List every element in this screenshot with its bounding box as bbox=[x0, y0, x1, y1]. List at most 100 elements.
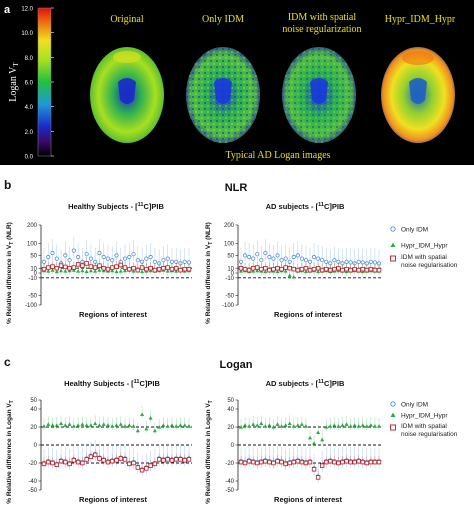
point-spatial bbox=[118, 262, 123, 268]
point-spatial bbox=[324, 459, 329, 465]
colorbar-tick-label: 10.0 bbox=[21, 31, 33, 37]
point-spatial bbox=[279, 266, 284, 272]
point-hypr bbox=[144, 426, 149, 431]
panel-a: a 12.010.08.06.04.02.00.0 Logan VT Origi bbox=[0, 0, 474, 165]
point-hypr bbox=[275, 269, 280, 274]
panel-b-ylabel-right: % Relative difference in VT (NLR) bbox=[205, 222, 214, 324]
point-hypr bbox=[267, 423, 272, 427]
point-hypr bbox=[165, 424, 170, 428]
title-spatial-line1: IDM with spatial bbox=[288, 12, 357, 23]
point-spatial bbox=[105, 459, 111, 465]
point-only-idm bbox=[84, 252, 89, 257]
point-only-idm bbox=[287, 259, 292, 264]
point-spatial bbox=[242, 460, 248, 466]
point-hypr bbox=[174, 424, 179, 428]
point-only-idm bbox=[165, 256, 170, 261]
point-hypr bbox=[340, 423, 345, 427]
point-hypr bbox=[275, 422, 280, 426]
point-spatial bbox=[344, 458, 349, 464]
y-tick-label: -50 bbox=[225, 294, 234, 300]
legend-item-only-idm: Only IDM bbox=[390, 401, 428, 409]
point-spatial bbox=[364, 460, 370, 466]
point-spatial bbox=[368, 266, 374, 272]
point-spatial bbox=[311, 467, 317, 472]
point-only-idm bbox=[71, 248, 76, 253]
point-spatial bbox=[148, 265, 153, 271]
point-hypr bbox=[84, 423, 89, 427]
point-only-idm bbox=[122, 256, 128, 261]
point-hypr bbox=[67, 268, 72, 273]
point-only-idm bbox=[291, 254, 296, 260]
point-spatial bbox=[259, 266, 264, 272]
point-spatial bbox=[186, 457, 192, 462]
point-spatial bbox=[105, 266, 111, 272]
point-spatial bbox=[97, 456, 102, 461]
point-hypr bbox=[140, 269, 145, 274]
point-spatial bbox=[152, 267, 158, 273]
colorbar-ticks: 12.0 10.0 8.0 6.0 4.0 2.0 0.0 bbox=[21, 7, 54, 161]
point-hypr bbox=[157, 425, 162, 429]
panel-b-xlabel-right: Regions of interest bbox=[274, 310, 342, 319]
y-tick-label: 0 bbox=[231, 271, 235, 277]
point-spatial bbox=[161, 265, 166, 271]
point-hypr bbox=[63, 269, 68, 273]
point-only-idm bbox=[283, 256, 288, 261]
point-only-idm bbox=[139, 259, 145, 264]
point-hypr bbox=[251, 269, 256, 273]
y-tick-label: -10 bbox=[28, 276, 37, 282]
point-spatial bbox=[246, 458, 252, 464]
point-spatial bbox=[75, 459, 81, 465]
point-hypr bbox=[308, 435, 312, 440]
point-spatial bbox=[267, 459, 272, 465]
colorbar-title: Logan VT bbox=[8, 62, 20, 102]
point-only-idm bbox=[328, 261, 333, 266]
point-hypr bbox=[131, 269, 136, 273]
point-hypr bbox=[336, 424, 341, 428]
y-tick-label: 0 bbox=[34, 443, 38, 449]
point-spatial bbox=[271, 266, 276, 272]
point-only-idm bbox=[110, 258, 115, 263]
point-hypr bbox=[97, 268, 102, 272]
point-spatial bbox=[348, 267, 353, 273]
y-tick-label: 50 bbox=[227, 398, 234, 404]
legend-label-only-idm: Only IDM bbox=[401, 227, 428, 234]
point-spatial bbox=[259, 459, 264, 465]
panel-c-left-title: Healthy Subjects - [11C]PIB bbox=[64, 379, 160, 388]
point-spatial bbox=[88, 264, 94, 269]
point-only-idm bbox=[186, 260, 192, 265]
title-only-idm: Only IDM bbox=[202, 14, 244, 25]
legend-label-spatial-1: IDM with spatial bbox=[401, 254, 447, 261]
point-hypr bbox=[165, 269, 170, 273]
point-hypr bbox=[114, 269, 119, 274]
y-tick-label: 10 bbox=[227, 266, 234, 272]
point-hypr bbox=[46, 269, 51, 273]
y-tick-label: -40 bbox=[225, 479, 234, 485]
point-spatial bbox=[101, 265, 106, 271]
point-spatial bbox=[41, 266, 47, 272]
point-hypr bbox=[360, 423, 365, 427]
point-spatial bbox=[50, 264, 55, 269]
point-hypr bbox=[76, 269, 81, 273]
point-hypr bbox=[356, 424, 361, 428]
point-hypr bbox=[320, 437, 325, 442]
point-hypr bbox=[123, 424, 128, 428]
point-spatial bbox=[156, 457, 162, 462]
point-hypr bbox=[67, 422, 72, 426]
point-hypr bbox=[135, 428, 140, 433]
y-tick-label: 200 bbox=[224, 223, 235, 229]
point-spatial bbox=[135, 267, 141, 273]
y-tick-label: 100 bbox=[224, 242, 235, 248]
point-spatial bbox=[50, 460, 55, 466]
point-hypr bbox=[287, 273, 292, 277]
point-spatial bbox=[376, 459, 382, 465]
point-only-idm bbox=[242, 253, 248, 258]
point-spatial bbox=[255, 265, 260, 270]
point-only-idm bbox=[182, 259, 187, 264]
point-spatial bbox=[238, 265, 244, 271]
point-spatial bbox=[161, 458, 166, 463]
panel-c-ylabel-left: % Relative difference in Logan VT bbox=[6, 400, 15, 503]
point-hypr bbox=[295, 423, 300, 427]
point-hypr bbox=[291, 274, 296, 279]
point-spatial bbox=[295, 458, 301, 464]
point-spatial bbox=[315, 475, 321, 480]
